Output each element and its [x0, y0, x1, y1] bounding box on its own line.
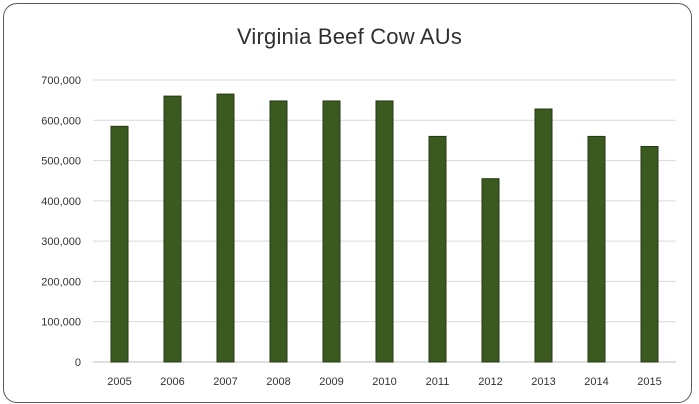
bar-2008 — [269, 100, 288, 363]
bar-2010 — [375, 100, 394, 363]
y-tick-label: 300,000 — [41, 236, 81, 248]
bars — [110, 93, 659, 363]
y-tick-label: 100,000 — [41, 317, 81, 329]
y-tick-label: 200,000 — [41, 276, 81, 288]
x-tick-label: 2013 — [531, 376, 555, 388]
x-tick-label: 2005 — [107, 376, 131, 388]
bar-2012 — [481, 178, 500, 363]
y-tick-label: 600,000 — [41, 115, 81, 127]
bar-2006 — [163, 95, 182, 363]
x-tick-label: 2010 — [372, 376, 396, 388]
x-tick-label: 2006 — [160, 376, 184, 388]
x-tick-label: 2008 — [266, 376, 290, 388]
y-tick-label: 400,000 — [41, 196, 81, 208]
chart-title: Virginia Beef Cow AUs — [236, 24, 463, 49]
bar-2014 — [587, 135, 606, 363]
y-axis-tick-labels: 0 100,000 200,000 300,000 400,000 500,000 600,… — [41, 75, 81, 369]
x-axis-tick-labels: 2005 2006 2007 2008 2009 2010 2011 2012 2013 2014… — [107, 376, 661, 388]
x-tick-label: 2009 — [319, 376, 343, 388]
bar-2007 — [216, 93, 235, 363]
x-tick-label: 2011 — [426, 376, 450, 388]
x-tick-label: 2015 — [637, 376, 661, 388]
bar-2005 — [110, 125, 129, 363]
y-tick-label: 500,000 — [41, 156, 81, 168]
x-tick-label: 2012 — [478, 376, 502, 388]
y-tick-label: 700,000 — [41, 75, 81, 87]
bar-2015 — [640, 145, 659, 363]
bar-2013 — [534, 108, 553, 363]
bar-2009 — [322, 100, 341, 363]
y-tick-label: 0 — [75, 357, 81, 369]
bar-2011 — [428, 135, 447, 363]
x-tick-label: 2007 — [213, 376, 237, 388]
x-tick-label: 2014 — [584, 376, 608, 388]
